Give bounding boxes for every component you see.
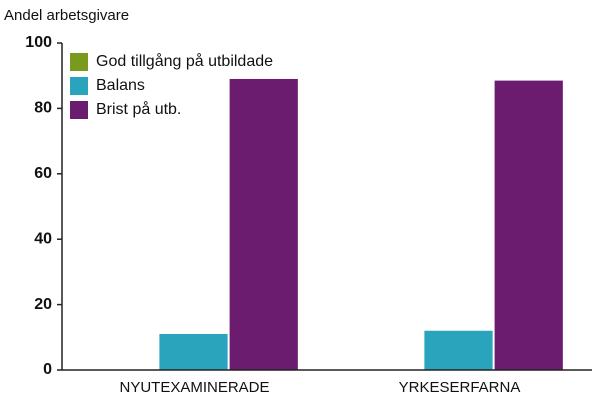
legend-label: God tillgång på utbildade (96, 52, 273, 70)
bar (494, 80, 563, 370)
legend-label: Brist på utb. (96, 100, 181, 118)
legend-swatch (70, 101, 88, 119)
x-tick-label: YRKESERFARNA (399, 379, 521, 396)
bar (424, 330, 493, 370)
y-tick-label: 20 (34, 296, 52, 313)
legend-label: Balans (96, 77, 145, 94)
y-tick-label: 40 (34, 230, 52, 247)
y-axis-label: Andel arbetsgivare (4, 7, 129, 24)
bar (159, 334, 228, 370)
y-tick-label: 80 (34, 100, 52, 117)
legend-swatch (70, 53, 88, 71)
y-tick-label: 0 (43, 361, 52, 378)
y-tick-label: 60 (34, 165, 52, 182)
legend-swatch (70, 77, 88, 95)
bar (229, 78, 298, 370)
x-tick-label: NYUTEXAMINERADE (119, 379, 269, 396)
y-tick-label: 100 (25, 34, 52, 51)
